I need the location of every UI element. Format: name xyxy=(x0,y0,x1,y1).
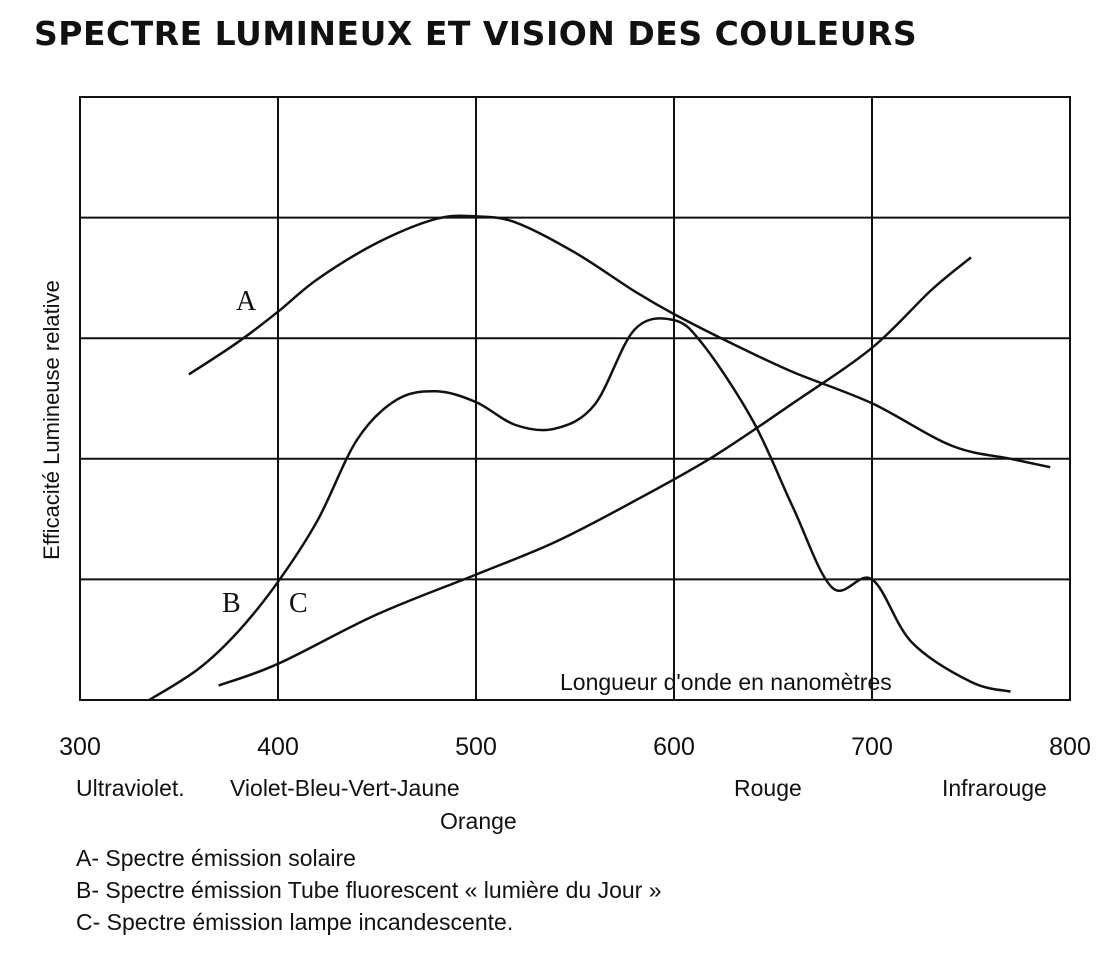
series-line-a xyxy=(188,214,1051,469)
category-infrarouge: Infrarouge xyxy=(942,775,1047,801)
x-axis-label: Longueur d'onde en nanomètres xyxy=(560,669,892,695)
legend-item-c: C- Spectre émission lampe incandescente. xyxy=(76,909,514,935)
curve-label-b: B xyxy=(222,588,241,619)
x-tick-label-300: 300 xyxy=(59,733,101,761)
category-visible: Violet-Bleu-Vert-Jaune xyxy=(230,775,460,801)
chart-title: SPECTRE LUMINEUX ET VISION DES COULEURS xyxy=(34,14,918,53)
x-tick-label-800: 800 xyxy=(1049,733,1091,761)
x-tick-label-400: 400 xyxy=(257,733,299,761)
legend-item-a: A- Spectre émission solaire xyxy=(76,845,356,871)
y-axis-label: Efficacité Lumineuse relative xyxy=(39,280,64,560)
x-tick-label-600: 600 xyxy=(653,733,695,761)
x-tick-label-500: 500 xyxy=(455,733,497,761)
x-tick-label-700: 700 xyxy=(851,733,893,761)
curve-label-a: A xyxy=(236,286,257,317)
plot-frame xyxy=(79,96,1071,701)
curve-label-c: C xyxy=(289,588,308,619)
series-line-c xyxy=(218,256,972,687)
category-rouge: Rouge xyxy=(734,775,802,801)
legend-item-b: B- Spectre émission Tube fluorescent « l… xyxy=(76,877,662,903)
category-orange: Orange xyxy=(440,808,517,834)
category-ultraviolet: Ultraviolet. xyxy=(76,775,185,801)
series-line-b xyxy=(148,317,1011,702)
